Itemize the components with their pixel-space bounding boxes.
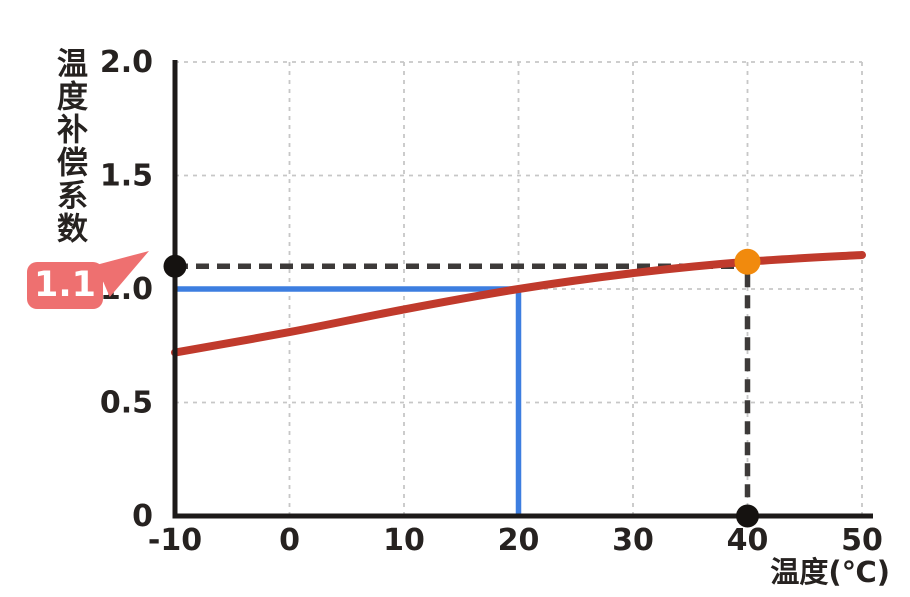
x-tick-label: 40 — [727, 523, 769, 558]
y-axis-title: 温度补偿系数 — [51, 47, 87, 245]
y-tick-label: 0 — [132, 499, 153, 534]
x-axis-intercept-dot — [736, 504, 759, 528]
curve-point-dot — [734, 248, 761, 275]
x-tick-label: 20 — [498, 523, 540, 558]
callout-bubble: 1.1 — [27, 262, 103, 309]
y-tick-label: 2.0 — [100, 45, 153, 80]
y-tick-label: 0.5 — [100, 386, 153, 421]
x-tick-label: 50 — [841, 523, 883, 558]
x-tick-label: 30 — [612, 523, 654, 558]
x-tick-label: -10 — [148, 523, 202, 558]
y-axis-intercept-dot — [163, 254, 187, 278]
x-tick-label: 10 — [383, 523, 425, 558]
y-tick-label: 1.5 — [100, 159, 153, 194]
callout-value: 1.1 — [33, 265, 96, 305]
x-axis-title: 温度(℃) — [770, 555, 890, 589]
x-tick-label: 0 — [279, 523, 300, 558]
